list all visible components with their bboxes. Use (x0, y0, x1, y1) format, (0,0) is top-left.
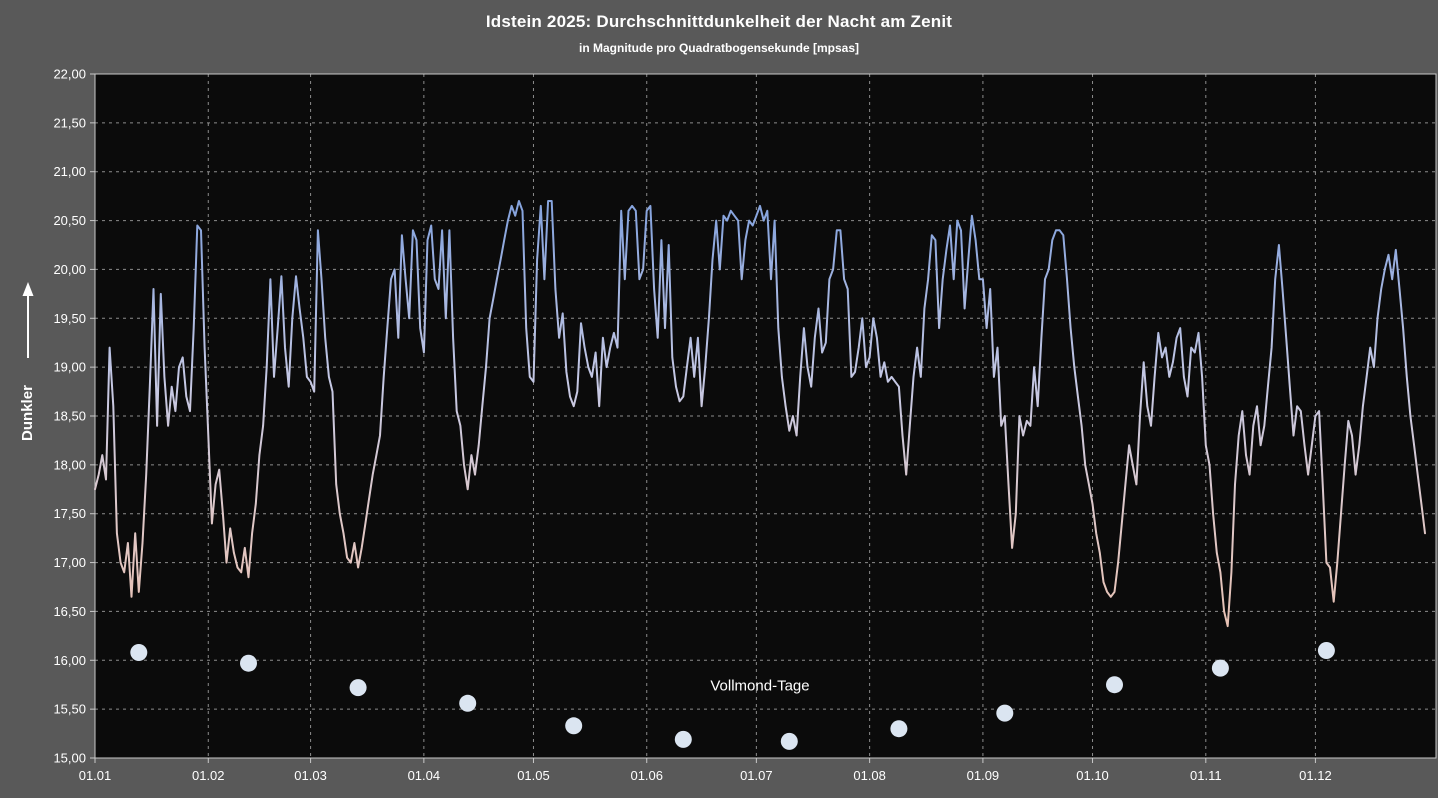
x-tick-label: 01.06 (630, 768, 663, 783)
gridlines (94, 73, 1436, 759)
y-tick-label: 21,00 (53, 164, 86, 179)
y-tick-label: 22,00 (53, 67, 86, 82)
x-tick-label: 01.01 (79, 768, 112, 783)
full-moon-dot (1317, 642, 1335, 659)
chart-subtitle: in Magnitude pro Quadratbogensekunde [mp… (578, 41, 860, 55)
y-tick-label: 17,50 (53, 506, 86, 521)
full-moon-dot (890, 720, 908, 738)
y-axis-title-label: Dunkler (19, 385, 36, 441)
full-moon-dot (1211, 659, 1229, 677)
y-axis-title: Dunkler (19, 282, 36, 441)
x-tick-label: 01.09 (967, 768, 1000, 783)
full-moon-dot (780, 732, 798, 750)
y-tick-label: 15,50 (53, 702, 86, 717)
y-tick-label: 20,00 (53, 262, 86, 277)
x-tick-label: 01.08 (853, 768, 886, 783)
x-tick-label: 01.04 (408, 768, 441, 783)
y-tick-label: 20,50 (53, 213, 86, 228)
x-tick-label: 01.11 (1190, 768, 1222, 783)
full-moon-dot (130, 644, 148, 661)
full-moon-dot (674, 730, 692, 748)
y-tick-label: 21,50 (53, 115, 86, 130)
chart-title: Idstein 2025: Durchschnittdunkelheit der… (485, 12, 953, 31)
full-moon-dot (240, 654, 257, 672)
full-moon-dot (459, 694, 477, 712)
y-tick-label: 19,00 (53, 360, 86, 375)
full-moon-dot (996, 704, 1014, 722)
y-tick-label: 16,50 (53, 604, 86, 619)
x-tick-label: 01.03 (294, 768, 327, 783)
x-tick-label: 01.10 (1076, 768, 1109, 783)
full-moon-dot (349, 679, 367, 697)
full-moon-dots (130, 642, 1335, 750)
y-tick-label: 17,00 (53, 555, 86, 570)
y-tick-label: 16,00 (53, 653, 86, 668)
full-moon-dot (1106, 676, 1123, 694)
plot-area (95, 74, 1436, 758)
up-arrow-icon (22, 282, 34, 358)
full-moon-dot (565, 717, 583, 735)
y-tick-label: 18,00 (53, 457, 86, 472)
x-tick-label: 01.02 (192, 768, 225, 783)
x-tick-label: 01.12 (1299, 768, 1332, 783)
y-tick-label: 19,50 (53, 311, 86, 326)
y-tick-label: 15,00 (53, 751, 86, 766)
x-tick-label: 01.05 (517, 768, 550, 783)
full-moon-annotation-label: Vollmond-Tage (710, 678, 809, 695)
brightness-line-series (94, 200, 1426, 628)
y-tick-label: 18,50 (53, 409, 86, 424)
x-tick-label: 01.07 (740, 768, 773, 783)
y-axis-labels: 22,00 21,50 21,00 20,50 20,00 19,50 19,00 18,50… (53, 67, 95, 766)
x-axis-labels: 01.01 01.02 01.03 01.04 01.05 01.06 01.07 01.08… (79, 758, 1332, 783)
